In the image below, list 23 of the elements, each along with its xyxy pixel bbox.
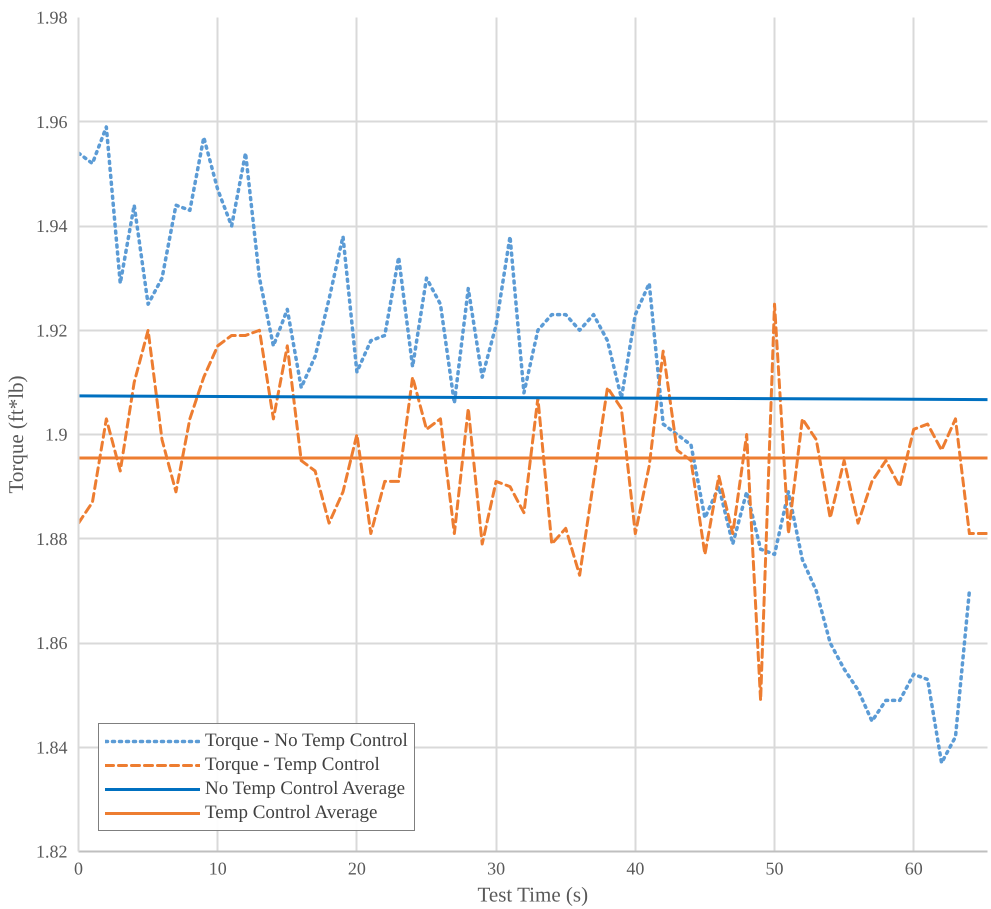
x-tick-label: 60: [904, 858, 923, 878]
legend-label: Temp Control Average: [205, 802, 378, 824]
x-tick-label: 50: [766, 858, 784, 878]
y-tick-label: 1.9: [45, 424, 68, 444]
legend-label: No Temp Control Average: [205, 778, 406, 800]
y-tick-label: 1.94: [36, 216, 68, 236]
y-tick-label: 1.88: [36, 528, 68, 549]
y-axis-title: Torque (ft*lb): [4, 375, 28, 494]
legend-label: Torque - Temp Control: [205, 754, 380, 776]
y-tick-label: 1.96: [36, 112, 68, 132]
x-tick-label: 40: [626, 858, 644, 878]
x-tick-label: 20: [348, 858, 366, 878]
y-tick-label: 1.82: [36, 842, 68, 862]
x-tick-label: 30: [487, 858, 506, 878]
y-tick-label: 1.92: [36, 320, 68, 340]
x-tick-label: 0: [74, 858, 83, 878]
y-tick-label: 1.84: [36, 737, 68, 758]
legend-label: Torque - No Temp Control: [205, 730, 408, 752]
x-tick-label: 10: [208, 858, 227, 878]
y-tick-label: 1.86: [36, 633, 68, 653]
line-series: [78, 302, 988, 702]
y-tick-label: 1.98: [36, 8, 68, 28]
x-axis-title: Test Time (s): [478, 882, 588, 906]
